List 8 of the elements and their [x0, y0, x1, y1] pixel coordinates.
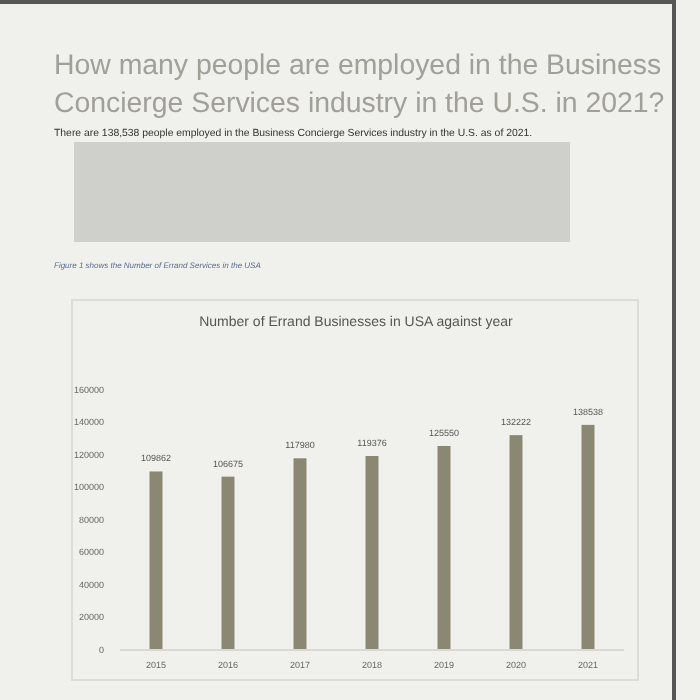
bar [509, 435, 523, 650]
bar [149, 471, 163, 650]
bar [293, 458, 307, 650]
bar [581, 424, 595, 650]
text: How many people are employed in the Business Concierge Services industry in the U.S. in 2021? [54, 50, 665, 120]
bar [437, 445, 451, 650]
bar [365, 456, 379, 650]
bar [221, 476, 235, 650]
